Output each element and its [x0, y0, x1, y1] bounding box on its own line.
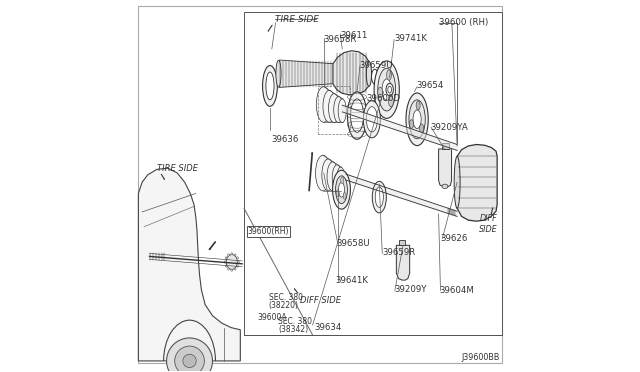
Ellipse shape — [378, 87, 383, 97]
Ellipse shape — [378, 68, 396, 111]
Text: 39600A: 39600A — [257, 313, 287, 322]
FancyBboxPatch shape — [442, 143, 449, 149]
Text: (38220): (38220) — [269, 301, 299, 310]
Ellipse shape — [224, 261, 226, 263]
Ellipse shape — [337, 167, 345, 191]
Ellipse shape — [387, 70, 392, 80]
Ellipse shape — [323, 90, 335, 122]
Ellipse shape — [409, 100, 425, 139]
Ellipse shape — [335, 176, 348, 203]
Ellipse shape — [339, 182, 344, 197]
Ellipse shape — [413, 110, 421, 129]
Ellipse shape — [225, 257, 227, 259]
Ellipse shape — [340, 177, 344, 183]
Ellipse shape — [406, 93, 428, 145]
Text: DIFF SIDE: DIFF SIDE — [300, 296, 341, 305]
Ellipse shape — [375, 187, 383, 207]
Ellipse shape — [364, 101, 380, 138]
Circle shape — [175, 346, 204, 372]
Ellipse shape — [226, 254, 237, 269]
Ellipse shape — [276, 60, 281, 87]
Ellipse shape — [343, 193, 346, 199]
Ellipse shape — [348, 92, 367, 139]
Ellipse shape — [388, 86, 392, 93]
Ellipse shape — [237, 261, 239, 263]
Ellipse shape — [237, 257, 239, 259]
Text: SEC. 380: SEC. 380 — [269, 293, 303, 302]
Ellipse shape — [374, 61, 399, 118]
Ellipse shape — [327, 162, 338, 191]
Text: SEC. 380: SEC. 380 — [278, 317, 312, 326]
Text: DIFF
SIDE: DIFF SIDE — [479, 214, 498, 234]
Polygon shape — [244, 12, 502, 335]
Polygon shape — [277, 60, 335, 87]
Ellipse shape — [366, 107, 378, 132]
FancyBboxPatch shape — [399, 240, 405, 245]
FancyBboxPatch shape — [138, 6, 502, 363]
Ellipse shape — [336, 190, 339, 196]
Ellipse shape — [322, 159, 335, 191]
Ellipse shape — [231, 269, 233, 271]
Ellipse shape — [228, 254, 229, 256]
Ellipse shape — [388, 96, 394, 107]
Polygon shape — [457, 144, 497, 221]
Circle shape — [166, 338, 212, 372]
Ellipse shape — [228, 268, 229, 270]
Text: 39209Y: 39209Y — [394, 285, 427, 294]
Text: 39741K: 39741K — [394, 34, 427, 43]
Ellipse shape — [328, 94, 340, 123]
Ellipse shape — [338, 99, 346, 123]
Text: 39600D: 39600D — [366, 94, 401, 103]
Ellipse shape — [386, 83, 394, 96]
Text: 39659R: 39659R — [382, 248, 415, 257]
Text: J39600BB: J39600BB — [461, 353, 500, 362]
Ellipse shape — [234, 254, 236, 256]
Text: TIRE SIDE: TIRE SIDE — [157, 164, 198, 173]
Ellipse shape — [266, 72, 274, 100]
Ellipse shape — [316, 87, 331, 122]
Text: 39658R: 39658R — [323, 35, 356, 44]
Text: (38342): (38342) — [278, 325, 308, 334]
Ellipse shape — [237, 265, 239, 267]
Ellipse shape — [225, 265, 227, 267]
Text: 39659U: 39659U — [359, 61, 392, 70]
Polygon shape — [438, 149, 452, 187]
Ellipse shape — [410, 120, 413, 129]
Ellipse shape — [332, 165, 342, 191]
Ellipse shape — [366, 61, 371, 86]
Ellipse shape — [231, 253, 233, 255]
Ellipse shape — [454, 156, 460, 208]
Text: 39611: 39611 — [340, 31, 368, 41]
Text: 39209YA: 39209YA — [431, 123, 468, 132]
Ellipse shape — [372, 182, 387, 213]
Text: 39626: 39626 — [440, 234, 468, 243]
Ellipse shape — [234, 268, 236, 270]
Text: 39654: 39654 — [417, 81, 444, 90]
Polygon shape — [138, 168, 240, 361]
Text: TIRE SIDE: TIRE SIDE — [275, 15, 319, 24]
Ellipse shape — [351, 99, 364, 132]
Ellipse shape — [416, 101, 420, 110]
Ellipse shape — [442, 184, 448, 189]
Text: 39604M: 39604M — [439, 286, 474, 295]
Ellipse shape — [333, 170, 350, 209]
Text: 39600 (RH): 39600 (RH) — [439, 19, 488, 28]
Ellipse shape — [420, 124, 424, 133]
Polygon shape — [333, 51, 369, 95]
Circle shape — [183, 354, 196, 368]
Text: 39636: 39636 — [272, 135, 299, 144]
Ellipse shape — [382, 79, 391, 100]
Text: 39658U: 39658U — [337, 239, 371, 248]
Polygon shape — [396, 245, 410, 280]
Ellipse shape — [262, 65, 277, 106]
Text: 39600(RH): 39600(RH) — [248, 227, 289, 236]
Ellipse shape — [316, 155, 330, 191]
Ellipse shape — [333, 97, 343, 123]
Text: 39641K: 39641K — [335, 276, 369, 285]
Text: 39634: 39634 — [314, 323, 342, 332]
